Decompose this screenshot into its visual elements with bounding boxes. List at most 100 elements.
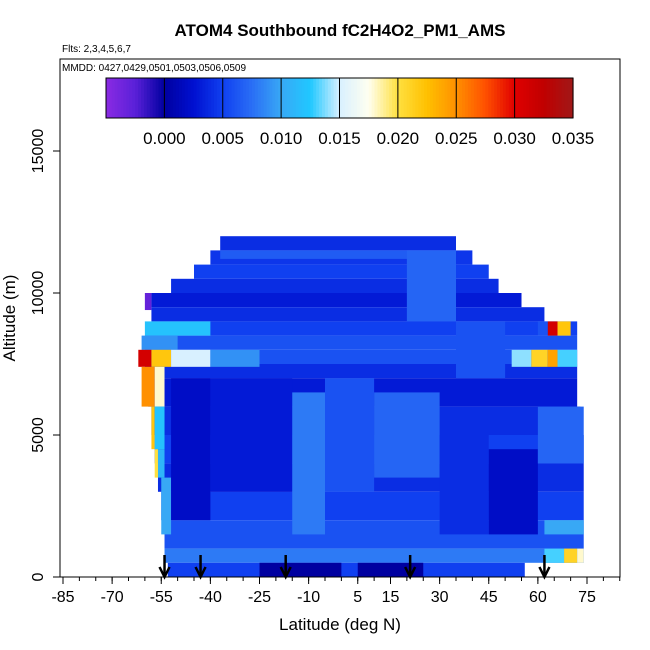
heatmap-cells — [138, 236, 584, 577]
heatmap-cell — [547, 321, 558, 336]
x-tick-label: -55 — [150, 589, 173, 606]
colorbar-segment — [488, 78, 492, 118]
colorbar-tick-label: 0.015 — [318, 129, 361, 148]
heatmap-cell — [537, 406, 584, 464]
heatmap-cell — [138, 349, 152, 367]
colorbar-tick-label: 0.010 — [260, 129, 303, 148]
colorbar-segment — [106, 78, 110, 118]
colorbar-segment — [132, 78, 136, 118]
heatmap-cell — [167, 562, 525, 577]
colorbar-segment — [184, 78, 189, 118]
colorbar-segment — [377, 78, 381, 118]
heatmap-cell — [151, 406, 155, 450]
colorbar-segment — [284, 78, 288, 118]
colorbar-tick-label: 0.030 — [493, 129, 536, 148]
colorbar-segment — [222, 78, 227, 118]
heatmap-cell — [171, 349, 211, 367]
colorbar-segment — [205, 78, 209, 118]
colorbar-segment — [339, 78, 344, 118]
x-tick-label: -85 — [51, 589, 74, 606]
x-tick-label: 75 — [578, 589, 596, 606]
colorbar-segment — [327, 78, 332, 118]
heatmap-cell — [210, 378, 293, 492]
heatmap-cell — [171, 378, 211, 521]
colorbar-segment — [313, 78, 317, 118]
colorbar-segment — [237, 78, 241, 118]
x-tick-label: -10 — [297, 589, 320, 606]
colorbar-segment — [359, 78, 364, 118]
heatmap-cell — [325, 378, 375, 492]
heatmap-cell — [544, 520, 584, 535]
heatmap-cell — [557, 349, 578, 367]
colorbar-segment — [456, 78, 460, 118]
colorbar-segment — [173, 78, 177, 118]
flights-label: Flts: 2,3,4,5,6,7 — [62, 44, 131, 55]
colorbar-segment — [324, 78, 329, 118]
colorbar-segment — [211, 78, 215, 118]
heatmap-cell — [488, 449, 538, 535]
colorbar-segment — [138, 78, 142, 118]
colorbar-segment — [123, 78, 128, 118]
colorbar-segment — [435, 78, 440, 118]
colorbar-segment — [502, 78, 507, 118]
colorbar-segment — [368, 78, 373, 118]
heatmap-cell — [151, 293, 522, 308]
colorbar-segment — [526, 78, 530, 118]
colorbar-segment — [465, 78, 469, 118]
colorbar-tick-label: 0.025 — [435, 129, 478, 148]
colorbar-segment — [181, 78, 186, 118]
colorbar-segment — [117, 78, 122, 118]
colorbar-segment — [330, 78, 335, 118]
heatmap-cell — [374, 392, 440, 478]
x-tick-label: 60 — [529, 589, 547, 606]
colorbar-segment — [254, 78, 259, 118]
colorbar-segment — [462, 78, 466, 118]
colorbar-segment — [447, 78, 452, 118]
colorbar-segment — [453, 78, 457, 118]
colorbar-segment — [406, 78, 411, 118]
colorbar-segment — [482, 78, 487, 118]
colorbar-segment — [336, 78, 341, 118]
colorbar-tick-label: 0.000 — [143, 129, 186, 148]
colorbar-segment — [532, 78, 536, 118]
colorbar-segment — [126, 78, 130, 118]
colorbar-segment — [278, 78, 282, 118]
colorbar-segment — [243, 78, 247, 118]
colorbar-segment — [246, 78, 250, 118]
heatmap-cell — [151, 307, 545, 322]
colorbar-segment — [219, 78, 224, 118]
colorbar-segment — [135, 78, 139, 118]
colorbar-segment — [316, 78, 320, 118]
colorbar-segment — [286, 78, 291, 118]
colorbar-segment — [167, 78, 171, 118]
heatmap-cell — [259, 562, 342, 577]
colorbar-segment — [202, 78, 206, 118]
colorbar-segment — [427, 78, 431, 118]
y-axis-label: Altitude (m) — [0, 275, 19, 362]
colorbar-segment — [564, 78, 568, 118]
x-tick-label: -25 — [248, 589, 271, 606]
colorbar-segment — [459, 78, 463, 118]
colorbar-segment — [149, 78, 154, 118]
colorbar-segment — [409, 78, 414, 118]
colorbar-segment — [263, 78, 268, 118]
colorbar-segment — [485, 78, 489, 118]
chart-title: ATOM4 Southbound fC2H4O2_PM1_AMS — [175, 21, 506, 40]
heatmap-cell — [220, 250, 456, 259]
colorbar-segment — [289, 78, 294, 118]
colorbar-segment — [412, 78, 416, 118]
heatmap-cell — [531, 349, 548, 367]
colorbar-segment — [310, 78, 314, 118]
colorbar-segment — [111, 78, 116, 118]
colorbar-segment — [397, 78, 402, 118]
colorbar-segment — [158, 78, 163, 118]
colorbar-segment — [281, 78, 285, 118]
colorbar-segment — [357, 78, 361, 118]
colorbar-segment — [199, 78, 203, 118]
heatmap-cell — [210, 349, 260, 367]
colorbar-segment — [152, 78, 157, 118]
heatmap-cell — [557, 321, 571, 336]
x-axis-label: Latitude (deg N) — [279, 615, 401, 634]
colorbar-segment — [537, 78, 542, 118]
colorbar-segment — [383, 78, 387, 118]
